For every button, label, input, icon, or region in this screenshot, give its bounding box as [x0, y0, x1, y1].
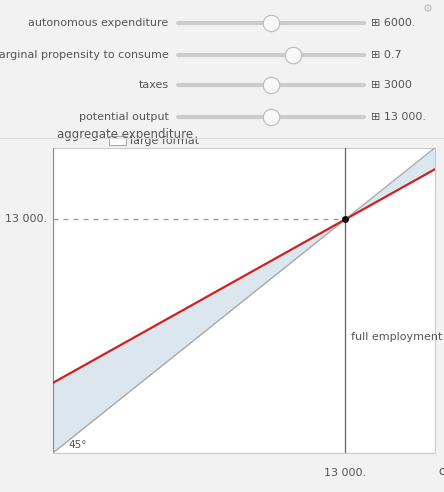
Text: large format: large format — [131, 135, 199, 146]
Text: 45°: 45° — [68, 439, 87, 450]
Text: aggregate expenditure: aggregate expenditure — [57, 128, 193, 142]
Text: ⊞ 0.7: ⊞ 0.7 — [371, 50, 401, 60]
Text: ⊞ 6000.: ⊞ 6000. — [371, 18, 415, 29]
Text: autonomous expenditure: autonomous expenditure — [28, 18, 169, 29]
Text: ⊞ 3000: ⊞ 3000 — [371, 80, 412, 91]
Point — [267, 82, 274, 90]
Point — [267, 20, 274, 28]
Text: 13 000.: 13 000. — [324, 468, 366, 478]
Text: marginal propensity to consume: marginal propensity to consume — [0, 50, 169, 60]
Text: taxes: taxes — [139, 80, 169, 91]
Point — [267, 113, 274, 121]
Text: ⊞ 13 000.: ⊞ 13 000. — [371, 112, 426, 122]
Point — [289, 51, 297, 59]
Text: full employment: full employment — [351, 332, 442, 342]
Bar — [53, 148, 435, 453]
Text: output, income: output, income — [439, 465, 444, 478]
Bar — [109, 136, 126, 145]
Text: potential output: potential output — [79, 112, 169, 122]
Text: ⚙: ⚙ — [423, 4, 433, 14]
Text: 13 000.: 13 000. — [5, 215, 48, 224]
